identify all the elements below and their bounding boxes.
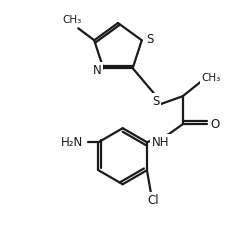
Text: S: S — [152, 95, 160, 108]
Text: CH₃: CH₃ — [201, 73, 220, 83]
Text: S: S — [146, 33, 154, 46]
Text: Cl: Cl — [147, 194, 159, 207]
Text: NH: NH — [152, 136, 170, 149]
Text: N: N — [93, 64, 102, 77]
Text: H₂N: H₂N — [61, 136, 84, 149]
Text: O: O — [210, 118, 219, 131]
Text: CH₃: CH₃ — [62, 15, 82, 25]
